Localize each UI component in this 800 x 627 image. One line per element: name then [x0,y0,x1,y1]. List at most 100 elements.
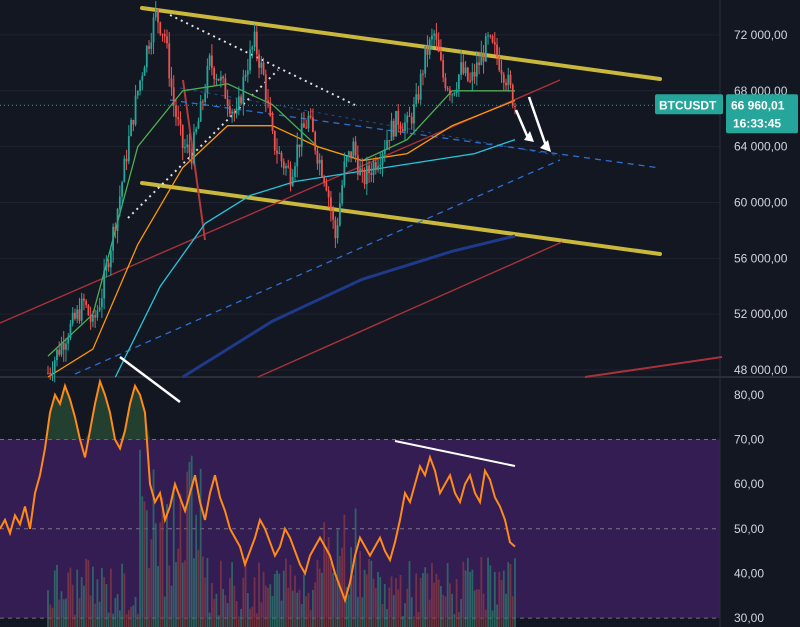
volume-bar [103,577,106,627]
volume-bar [354,508,357,627]
candle-body [435,33,438,40]
volume-bar [487,557,489,627]
volume-bar [141,496,144,627]
volume-bar [249,608,251,627]
volume-bar [159,522,162,627]
volume-bar [222,589,225,627]
countdown-text: 16:33:45 [733,116,781,130]
candle-body [419,73,422,100]
candle-body [345,157,348,162]
candle-body [334,219,337,239]
volume-bar [422,572,424,627]
candle-body [300,123,303,148]
volume-bar [269,584,272,627]
candle-body [267,100,269,103]
arrow-long-line [527,96,548,147]
rsi-overbought-fill [0,381,515,440]
volume-bar [130,606,132,627]
volume-bar [392,595,395,627]
volume-bar [143,501,146,627]
candle-body [233,111,236,114]
candle-body [417,94,420,100]
volume-bar [237,616,240,627]
candle-body [493,42,496,45]
volume-bar [300,603,303,627]
candle-body [448,89,451,95]
volume-bar [121,563,123,627]
rsi-pane[interactable] [0,356,720,627]
volume-bar [294,575,296,627]
dotted-wedge-upper [169,14,356,106]
volume-bar [206,557,209,627]
volume-bar [334,578,337,627]
volume-bar [179,493,182,627]
candle-body [184,147,186,149]
volume-bar [424,567,427,627]
volume-bar [204,577,207,627]
candle-body [258,54,260,68]
candle-body [85,300,88,306]
candle-body [401,128,404,132]
candle-body [298,144,301,148]
volume-bar [69,567,72,627]
volume-bar [462,561,465,627]
candle-body [507,74,510,86]
volume-bar [202,556,204,627]
volume-bar [175,562,177,627]
candle-body [455,89,458,93]
candle-body [336,225,339,239]
volume-bar [435,573,438,627]
volume-bar [127,610,130,627]
candle-body [422,73,424,75]
volume-bar [493,571,496,627]
price-axis[interactable]: 72 000,00 68 000,00 64 000,00 60 000,00 56 0… [734,28,788,625]
volume-bar [352,575,355,627]
price-tick-label: 52 000,00 [734,307,788,321]
volume-bar [273,573,276,627]
candle-body [186,144,189,148]
candle-body [273,130,276,151]
volume-bar [343,514,346,627]
volume-bar [316,559,319,627]
candle-body [303,123,305,128]
candle-body [49,373,52,375]
candle-body [51,372,54,374]
volume-bar [264,585,267,627]
candle-body [249,49,251,71]
candle-body [383,148,386,154]
last-price-tag [655,94,723,115]
candle-body [112,226,115,251]
candle-body [213,68,216,80]
candle-body [487,35,489,37]
candle-body [65,343,67,350]
volume-bar [240,609,242,627]
volume-bar [199,468,202,627]
candle-body [67,338,70,344]
candle-body [323,176,326,183]
candle-body [141,75,144,81]
dashed-resistance-line [169,99,661,169]
volume-bar [381,604,384,627]
candle-body [219,76,222,81]
candle-body [388,140,391,142]
volume-bar [496,604,498,627]
candle-body [103,270,106,299]
candle-body [502,74,505,83]
candle-body [195,128,198,133]
price-axis-tag [726,94,798,134]
volume-bar [215,593,218,627]
candle-body [410,116,413,124]
candle-body [440,51,442,60]
candle-body [509,74,512,85]
volume-bar [58,599,61,627]
rsi-tick-label: 60,00 [734,477,764,491]
price-tags: BTCUSDT 66 960,01 16:33:45 [655,94,798,134]
volume-bar [417,611,420,627]
candle-body [466,67,469,81]
candle-body [309,115,312,118]
volume-bar [406,588,409,627]
volume-bar [114,597,117,627]
volume-bar [482,593,485,627]
volume-bar [287,587,290,627]
